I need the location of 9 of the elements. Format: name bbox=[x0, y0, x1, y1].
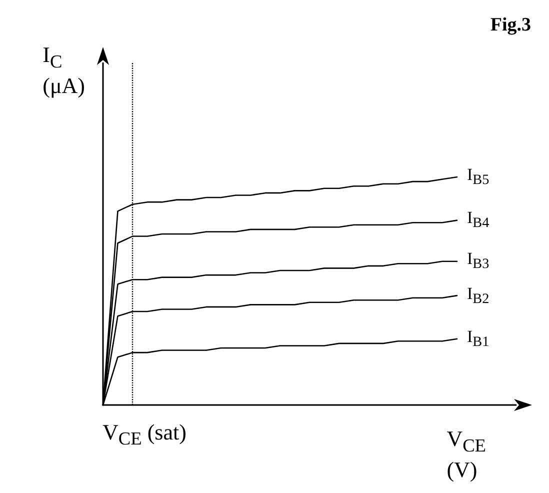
chart-title: Fig.3 bbox=[490, 14, 531, 38]
series-label: I$_{B2}$ bbox=[467, 283, 490, 308]
series-label: I$_{B3}$ bbox=[467, 249, 490, 274]
series-label: I$_{B1}$ bbox=[467, 326, 490, 352]
series-label: I$_{B4}$ bbox=[467, 208, 490, 233]
series-label: I$_{B5}$ bbox=[467, 164, 490, 190]
y-axis-title: I$_{C}$ (μA) bbox=[42, 42, 85, 100]
text: V$_{CE}$ (sat) bbox=[102, 419, 186, 451]
x-axis-title: V$_{CE}$ (V) bbox=[446, 426, 486, 484]
